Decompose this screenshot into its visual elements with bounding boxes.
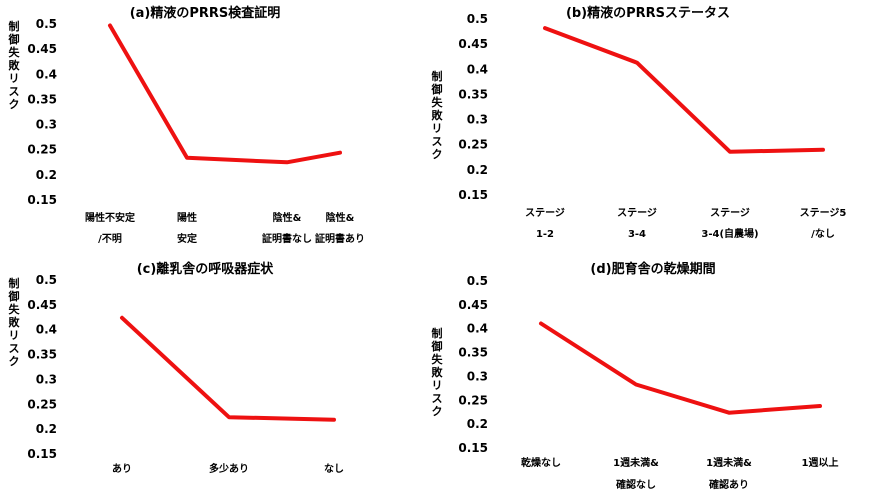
y-tick-label: 0.15 [27, 447, 57, 461]
x-category-label: なし [324, 463, 344, 475]
x-category-label: 1週未満& [613, 456, 659, 469]
x-category-label: 3-4(自農場) [701, 227, 758, 240]
y-axis-label-glyph: リ [9, 72, 20, 85]
y-tick-label: 0.2 [467, 417, 488, 431]
y-tick-label: 0.5 [467, 274, 488, 288]
y-axis-label-glyph: 敗 [432, 108, 444, 122]
x-category-label: 陽性不安定 [85, 211, 135, 224]
y-axis-label-glyph: 御 [431, 82, 443, 96]
x-category-label: 多少あり [209, 462, 249, 475]
y-axis-label-glyph: ク [9, 98, 20, 111]
chart-title: (d)肥育舎の乾燥期間 [590, 261, 715, 277]
x-category-label: ステージ [617, 207, 657, 219]
x-category-label: 確認あり [709, 478, 749, 491]
y-axis-label-glyph: 敗 [9, 315, 21, 329]
y-tick-label: 0.45 [458, 298, 488, 312]
y-axis-label-glyph: 御 [431, 339, 443, 353]
x-category-label: 1週以上 [802, 456, 839, 469]
y-tick-label: 0.5 [467, 12, 488, 26]
y-axis-label-glyph: ス [432, 392, 443, 405]
y-tick-label: 0.45 [27, 42, 57, 56]
y-tick-label: 0.3 [467, 113, 488, 127]
y-axis-label-glyph: 失 [9, 302, 21, 316]
series-line [120, 315, 336, 422]
y-axis-label-glyph: ス [432, 135, 443, 148]
y-tick-label: 0.4 [467, 322, 488, 336]
y-tick-label: 0.3 [36, 372, 57, 386]
y-axis-label-glyph: リ [432, 379, 443, 392]
y-axis-label-glyph: ス [9, 342, 20, 355]
x-category-label: ステージ [710, 207, 750, 219]
y-axis-label-glyph: リ [432, 122, 443, 135]
y-axis-label-glyph: 御 [8, 32, 20, 46]
y-tick-label: 0.4 [36, 323, 57, 337]
series-line [539, 321, 822, 415]
y-tick-label: 0.2 [36, 168, 57, 182]
x-category-label: /不明 [98, 233, 122, 245]
y-tick-label: 0.15 [458, 188, 488, 202]
y-axis-label-glyph: 敗 [432, 365, 444, 379]
y-axis-label-glyph: 制 [9, 19, 20, 33]
series-line [108, 23, 342, 165]
x-category-label: 陰性& [273, 211, 302, 224]
y-tick-label: 0.25 [458, 393, 488, 407]
y-tick-label: 0.4 [467, 62, 488, 76]
x-category-label: 乾燥なし [521, 456, 561, 469]
x-category-label: 確認なし [616, 478, 656, 491]
y-axis-label-glyph: 制 [432, 326, 443, 340]
y-tick-label: 0.45 [27, 298, 57, 312]
y-tick-label: 0.2 [467, 163, 488, 177]
y-axis-label-glyph: 失 [432, 95, 444, 109]
y-tick-label: 0.15 [458, 441, 488, 455]
chart-title: (b)精液のPRRSステータス [566, 5, 730, 21]
x-category-label: 1-2 [536, 229, 554, 240]
y-axis-label-glyph: リ [9, 329, 20, 342]
y-axis-label-glyph: 制 [9, 276, 20, 290]
y-tick-label: 0.3 [467, 369, 488, 383]
chart-title: (a)精液のPRRS検査証明 [130, 5, 281, 21]
chart-title: (c)離乳舎の呼吸器症状 [137, 261, 275, 277]
y-axis-label-glyph: ス [9, 85, 20, 98]
y-tick-label: 0.35 [27, 92, 57, 106]
y-tick-label: 0.2 [36, 422, 57, 436]
x-category-label: 陰性& [326, 211, 355, 224]
y-tick-label: 0.15 [27, 193, 57, 207]
x-category-label: /なし [811, 228, 835, 240]
x-category-label: ステージ5 [800, 207, 847, 219]
y-tick-label: 0.35 [458, 87, 488, 101]
x-category-label: ステージ [525, 207, 565, 219]
y-axis-label-glyph: ク [432, 405, 443, 418]
y-tick-label: 0.25 [27, 143, 57, 157]
y-tick-label: 0.35 [27, 348, 57, 362]
y-axis-label-glyph: ク [9, 355, 20, 368]
y-tick-label: 0.5 [36, 17, 57, 31]
y-axis-label-glyph: ク [432, 148, 443, 161]
x-category-label: 証明書なし [262, 232, 312, 245]
y-tick-label: 0.45 [458, 37, 488, 51]
x-category-label: 安定 [177, 232, 197, 245]
y-axis-label-glyph: 失 [9, 45, 21, 59]
y-tick-label: 0.5 [36, 273, 57, 287]
series-line [543, 26, 825, 154]
x-category-label: 証明書あり [315, 232, 365, 245]
y-axis-label-glyph: 制 [432, 69, 443, 83]
y-axis-label-glyph: 御 [8, 289, 20, 303]
y-tick-label: 0.35 [458, 346, 488, 360]
x-category-label: 3-4 [628, 229, 646, 240]
y-tick-label: 0.4 [36, 67, 57, 81]
y-tick-label: 0.25 [27, 397, 57, 411]
y-axis-label-glyph: 失 [432, 352, 444, 366]
y-axis-label-glyph: 敗 [9, 58, 21, 72]
y-tick-label: 0.3 [36, 118, 57, 132]
x-category-label: 陽性 [177, 211, 197, 224]
x-category-label: 1週未満& [706, 456, 752, 469]
y-tick-label: 0.25 [458, 138, 488, 152]
x-category-label: あり [112, 462, 132, 475]
